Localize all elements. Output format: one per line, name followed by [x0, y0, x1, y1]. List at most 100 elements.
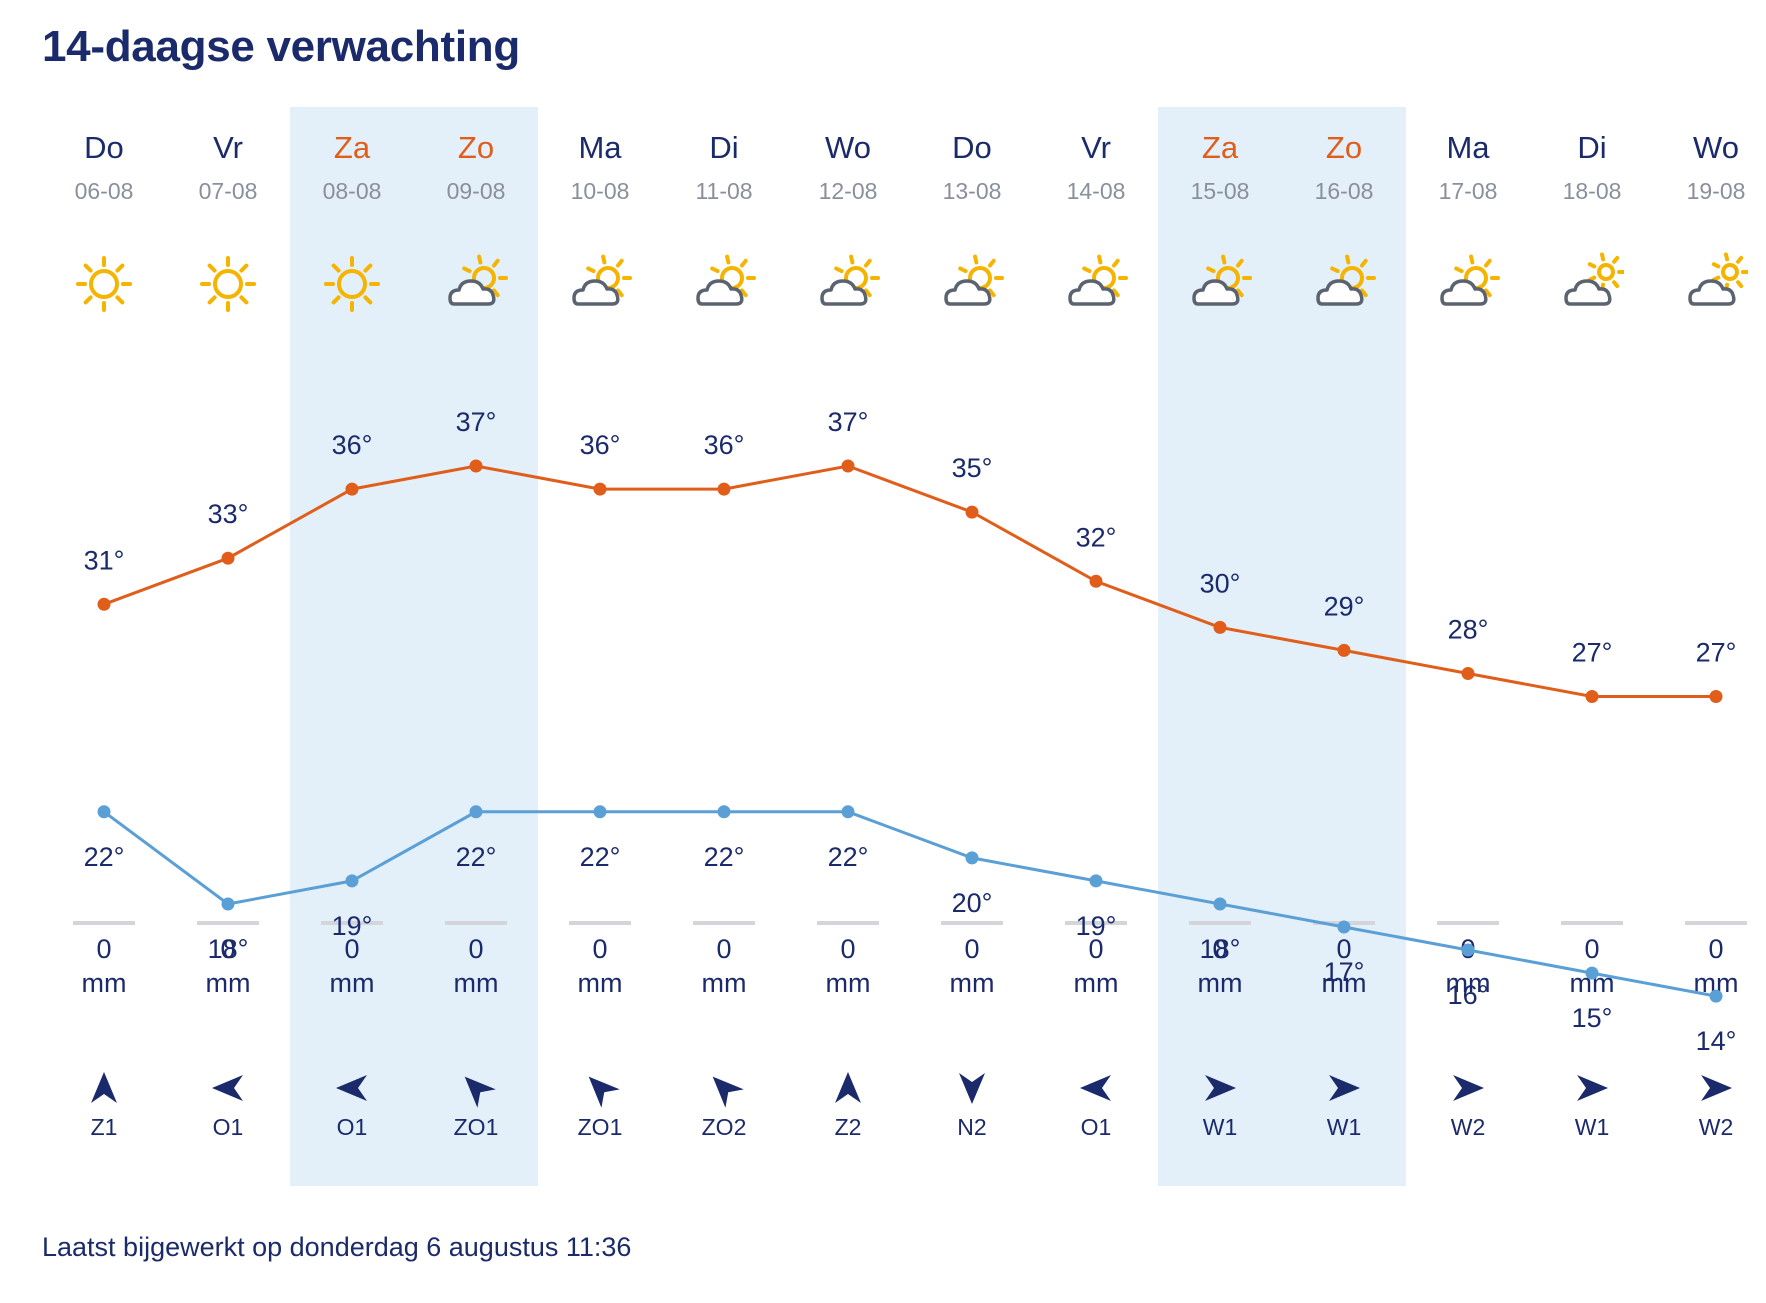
wind-label: ZO2	[701, 1114, 747, 1140]
day-column: Ma 10-08 0 mm ZO1	[538, 0, 662, 1303]
low-temp-label: 22°	[704, 842, 745, 872]
low-temp-label: 18°	[1200, 934, 1241, 964]
high-temp-label: 36°	[580, 430, 621, 460]
high-temp-point	[717, 482, 731, 496]
day-date: 06-08	[74, 178, 134, 204]
rain-bar	[197, 921, 259, 925]
low-temp-label: 15°	[1572, 1003, 1613, 1033]
low-temp-point	[1089, 874, 1103, 888]
high-temp-point	[345, 482, 359, 496]
partly-cloudy-icon	[820, 254, 880, 306]
low-temp-label: 20°	[952, 888, 993, 918]
partly-cloudy-icon	[1440, 254, 1500, 306]
day-name: Do	[84, 130, 124, 165]
day-column: Di 11-08 0 mm ZO2	[662, 0, 786, 1303]
wind-label: ZO1	[453, 1114, 499, 1140]
rain-unit: mm	[825, 968, 871, 998]
wind-arrow-icon	[212, 1075, 243, 1101]
low-temp-point	[1213, 897, 1227, 911]
high-temp-label: 32°	[1076, 522, 1117, 552]
wind-arrow-icon	[464, 1076, 496, 1108]
rain-bar	[817, 921, 879, 925]
rain-unit: mm	[1073, 968, 1119, 998]
wind-label: O1	[1080, 1114, 1112, 1140]
low-temp-point	[1337, 920, 1351, 934]
day-column: Wo 19-08 0 mm W2	[1654, 0, 1766, 1303]
rain-unit: mm	[453, 968, 499, 998]
day-name: Za	[1201, 130, 1239, 165]
low-temp-point	[97, 805, 111, 819]
high-temp-label: 36°	[704, 430, 745, 460]
day-name: Za	[333, 130, 371, 165]
wind-label: Z2	[834, 1114, 862, 1140]
rain-bar	[321, 921, 383, 925]
rain-bar	[1561, 921, 1623, 925]
day-name: Do	[952, 130, 992, 165]
day-column: Za 15-08 0 mm W1	[1158, 0, 1282, 1303]
high-temp-label: 29°	[1324, 591, 1365, 621]
day-name: Zo	[1325, 130, 1363, 165]
wind-arrow-icon	[1701, 1075, 1732, 1101]
high-temp-label: 27°	[1696, 638, 1737, 668]
wind-arrow-icon	[336, 1075, 367, 1101]
low-temp-point	[841, 805, 855, 819]
wind-arrow-icon	[588, 1076, 620, 1108]
wind-label: W1	[1202, 1114, 1238, 1140]
partly-cloudy-icon	[448, 254, 508, 306]
high-temp-label: 31°	[84, 545, 125, 575]
day-name: Vr	[1081, 130, 1111, 165]
wind-label: W2	[1698, 1114, 1734, 1140]
wind-label: N2	[957, 1114, 987, 1140]
day-date: 13-08	[942, 178, 1002, 204]
rain-amount: 0	[840, 934, 856, 964]
rain-amount: 0	[1584, 934, 1600, 964]
day-column: Za 08-08 0 mm O1	[290, 0, 414, 1303]
day-name: Wo	[1693, 130, 1739, 165]
low-temp-point	[469, 805, 483, 819]
rain-amount: 0	[1212, 934, 1228, 964]
rain-bar	[569, 921, 631, 925]
day-name: Vr	[213, 130, 243, 165]
rain-amount: 0	[96, 934, 112, 964]
high-temp-point	[1337, 643, 1351, 657]
rain-bar	[693, 921, 755, 925]
wind-label: ZO1	[577, 1114, 623, 1140]
rain-unit: mm	[1445, 968, 1491, 998]
day-date: 14-08	[1066, 178, 1126, 204]
day-column: Vr 07-08 0 mm O1	[166, 0, 290, 1303]
day-name: Di	[709, 130, 739, 165]
day-column: Vr 14-08 0 mm O1	[1034, 0, 1158, 1303]
high-temp-point	[593, 482, 607, 496]
high-temp-point	[841, 459, 855, 473]
page-title: 14-daagse verwachting	[42, 22, 520, 71]
day-date: 19-08	[1686, 178, 1746, 204]
rain-unit: mm	[205, 968, 251, 998]
day-date: 16-08	[1314, 178, 1374, 204]
day-date: 15-08	[1190, 178, 1250, 204]
wind-arrow-icon	[1329, 1075, 1360, 1101]
low-temp-label: 22°	[828, 842, 869, 872]
high-temp-point	[1089, 574, 1103, 588]
day-name: Ma	[578, 130, 622, 165]
low-temp-point	[965, 851, 979, 865]
wind-arrow-icon	[1205, 1075, 1236, 1101]
rain-amount: 0	[592, 934, 608, 964]
day-column: Do 06-08 0 mm Z1	[42, 0, 166, 1303]
high-temp-label: 28°	[1448, 615, 1489, 645]
wind-label: W1	[1326, 1114, 1362, 1140]
rain-bar	[1189, 921, 1251, 925]
high-temp-point	[221, 551, 235, 565]
day-date: 12-08	[818, 178, 878, 204]
weekend-highlight	[290, 107, 538, 1186]
rain-bar	[1437, 921, 1499, 925]
rain-bar	[73, 921, 135, 925]
high-temp-point	[97, 597, 111, 611]
sun-icon	[324, 256, 380, 312]
rain-unit: mm	[1321, 968, 1367, 998]
rain-amount: 0	[1336, 934, 1352, 964]
low-temp-point	[1709, 989, 1723, 1003]
day-date: 11-08	[695, 178, 753, 204]
day-date: 08-08	[322, 178, 382, 204]
low-temp-label: 17°	[1324, 957, 1365, 987]
